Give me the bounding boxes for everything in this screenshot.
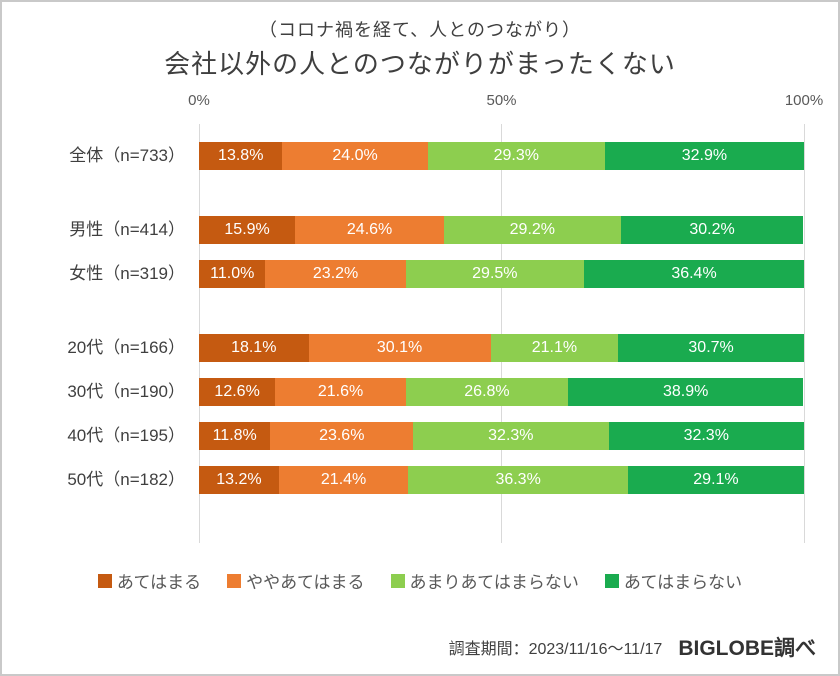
survey-period: 調査期間：2023/11/16～11/17	[448, 641, 663, 658]
stacked-bar: 12.6% 21.6% 26.8% 38.9%	[199, 378, 804, 406]
bar-segment: 30.2%	[620, 216, 804, 244]
legend-swatch-icon	[604, 573, 619, 588]
bar-segment: 15.9%	[199, 216, 296, 244]
bar-segment: 23.6%	[270, 422, 414, 450]
legend-label: あてはまる	[116, 573, 202, 592]
stacked-bar: 11.0% 23.2% 29.5% 36.4%	[199, 260, 804, 288]
stacked-bar: 11.8% 23.6% 32.3% 32.3%	[199, 422, 804, 450]
bar-segment: 21.1%	[490, 334, 619, 362]
stacked-bar: 13.2% 21.4% 36.3% 29.1%	[199, 466, 804, 494]
x-axis-tick: 50%	[486, 92, 517, 109]
bar-row: 全体（n=733） 13.8% 24.0% 29.3% 32.9%	[2, 142, 838, 170]
bar-segment: 11.8%	[199, 422, 271, 450]
stacked-bar: 15.9% 24.6% 29.2% 30.2%	[199, 216, 804, 244]
bar-segment: 36.4%	[584, 260, 804, 288]
legend-item: あまりあてはまらない	[390, 568, 579, 593]
bar-row: 50代（n=182） 13.2% 21.4% 36.3% 29.1%	[2, 466, 838, 494]
category-label: 30代（n=190）	[67, 382, 185, 401]
bar-segment: 36.3%	[408, 466, 628, 494]
stacked-bar: 18.1% 30.1% 21.1% 30.7%	[199, 334, 804, 362]
bar-row: 男性（n=414） 15.9% 24.6% 29.2% 30.2%	[2, 216, 838, 244]
bar-segment: 12.6%	[199, 378, 276, 406]
bar-segment: 32.3%	[608, 422, 804, 450]
x-axis-tick: 100%	[784, 92, 824, 109]
bar-segment: 13.2%	[199, 466, 279, 494]
bar-segment: 29.5%	[405, 260, 584, 288]
bar-segment: 21.4%	[278, 466, 409, 494]
bar-row: 女性（n=319） 11.0% 23.2% 29.5% 36.4%	[2, 260, 838, 288]
bar-segment: 18.1%	[199, 334, 309, 362]
bar-segment: 29.3%	[427, 142, 605, 170]
bar-segment: 30.7%	[618, 334, 804, 362]
gridline	[198, 124, 200, 543]
category-label: 女性（n=319）	[69, 264, 185, 283]
legend-label: あてはまらない	[623, 573, 743, 592]
bar-segment: 38.9%	[568, 378, 804, 406]
chart-title: 会社以外の人とのつながりがまったくない	[164, 49, 676, 79]
bar-segment: 29.2%	[444, 216, 621, 244]
bar-segment: 32.9%	[604, 142, 804, 170]
chart-subtitle: （コロナ禍を経て、人とのつながり）	[259, 20, 581, 40]
bar-segment: 11.0%	[199, 260, 266, 288]
legend-label: あまりあてはまらない	[409, 573, 579, 592]
bar-segment: 26.8%	[405, 378, 569, 406]
legend-label: ややあてはまる	[246, 573, 365, 592]
legend-swatch-icon	[97, 573, 112, 588]
bar-segment: 32.3%	[413, 422, 609, 450]
bar-segment: 24.6%	[295, 216, 445, 244]
bar-segment: 29.1%	[627, 466, 804, 494]
category-label: 20代（n=166）	[67, 338, 185, 357]
category-label: 男性（n=414）	[69, 220, 185, 239]
legend-swatch-icon	[390, 573, 405, 588]
category-label: 40代（n=195）	[67, 426, 185, 445]
gridline	[501, 124, 502, 543]
bar-rows: 全体（n=733） 13.8% 24.0% 29.3% 32.9% 男性（n=414） 15…	[2, 142, 838, 510]
bar-row: 30代（n=190） 12.6% 21.6% 26.8% 38.9%	[2, 378, 838, 406]
bar-segment: 21.6%	[275, 378, 406, 406]
bar-segment: 24.0%	[282, 142, 428, 170]
x-axis-tick: 0%	[188, 92, 210, 109]
legend-item: あてはまる	[97, 568, 202, 593]
footer: 調査期間：2023/11/16～11/17 BIGLOBE調べ	[449, 632, 816, 662]
source-credit: BIGLOBE調べ	[678, 637, 816, 660]
category-label: 50代（n=182）	[67, 470, 185, 489]
bar-segment: 13.8%	[199, 142, 283, 170]
stacked-bar: 13.8% 24.0% 29.3% 32.9%	[199, 142, 804, 170]
bar-segment: 23.2%	[265, 260, 406, 288]
bar-row: 20代（n=166） 18.1% 30.1% 21.1% 30.7%	[2, 334, 838, 362]
legend-swatch-icon	[227, 573, 242, 588]
bar-row: 40代（n=195） 11.8% 23.6% 32.3% 32.3%	[2, 422, 838, 450]
category-label: 全体（n=733）	[69, 146, 185, 165]
bar-segment: 30.1%	[308, 334, 491, 362]
legend: あてはまる ややあてはまる あまりあてはまらない あてはまらない	[2, 568, 838, 593]
legend-item: ややあてはまる	[227, 568, 365, 593]
legend-item: あてはまらない	[604, 568, 743, 593]
gridline	[803, 124, 805, 543]
